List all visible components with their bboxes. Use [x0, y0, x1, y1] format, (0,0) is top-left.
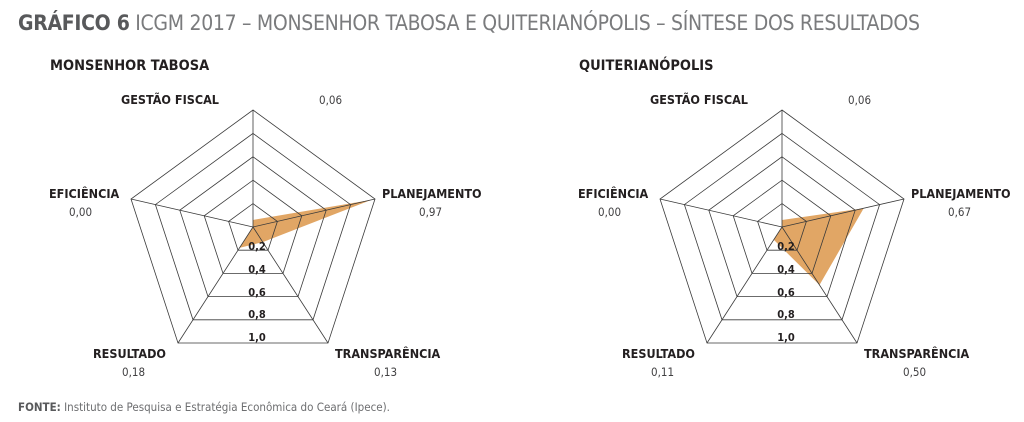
grid-ring — [708, 156, 856, 298]
grid-ring — [757, 203, 807, 251]
value-label: 0,13 — [374, 365, 398, 379]
ring-label: 0,8 — [777, 308, 795, 321]
axis-line — [659, 198, 783, 228]
grid-ring — [732, 179, 832, 274]
chart-title: MONSENHOR TABOSA — [50, 58, 210, 74]
source-note: FONTE: Instituto de Pesquisa e Estratégi… — [18, 400, 390, 414]
value-label: 0,06 — [848, 93, 872, 107]
grid-ring — [154, 132, 352, 321]
grid-ring — [203, 179, 303, 274]
ring-label: 0,4 — [248, 263, 266, 276]
grid-ring — [130, 109, 376, 344]
ring-label: 1,0 — [248, 331, 266, 344]
radar-chart — [130, 109, 376, 344]
ring-label: 0,6 — [248, 286, 266, 299]
figure-number: GRÁFICO 6 — [18, 11, 130, 35]
ring-label: 0,2 — [777, 240, 795, 253]
source-label: FONTE: — [18, 400, 61, 414]
ring-label: 0,4 — [777, 263, 795, 276]
value-label: 0,06 — [319, 93, 343, 107]
axis-label: RESULTADO — [93, 346, 166, 361]
value-label: 0,18 — [122, 365, 146, 379]
axis-line — [781, 226, 858, 344]
axis-line — [252, 226, 329, 344]
axis-label: EFICIÊNCIA — [578, 186, 649, 201]
ring-label: 0,2 — [248, 240, 266, 253]
axis-label: RESULTADO — [622, 346, 695, 361]
value-label: 0,11 — [651, 365, 675, 379]
value-label: 0,50 — [903, 365, 927, 379]
axis-label: TRANSPARÊNCIA — [335, 346, 441, 361]
axis-label: PLANEJAMENTO — [911, 186, 1011, 201]
figure-title-text: ICGM 2017 – MONSENHOR TABOSA E QUITERIAN… — [135, 11, 920, 35]
value-label: 0,97 — [419, 205, 443, 219]
grid-ring — [228, 203, 278, 251]
grid-ring — [683, 132, 881, 321]
ring-label: 0,8 — [248, 308, 266, 321]
axis-line — [130, 198, 254, 228]
axis-line — [252, 198, 376, 228]
chart-title: QUITERIANÓPOLIS — [579, 58, 714, 74]
axis-label: GESTÃO FISCAL — [121, 92, 219, 107]
axis-label: PLANEJAMENTO — [382, 186, 482, 201]
ring-label: 1,0 — [777, 331, 795, 344]
axis-label: TRANSPARÊNCIA — [864, 346, 970, 361]
value-label: 0,67 — [948, 205, 972, 219]
grid-ring — [659, 109, 905, 344]
axis-line — [177, 226, 254, 344]
value-label: 0,00 — [598, 205, 622, 219]
grid-ring — [179, 156, 327, 298]
figure-title: GRÁFICO 6 ICGM 2017 – MONSENHOR TABOSA E… — [18, 11, 920, 35]
ring-label: 0,6 — [777, 286, 795, 299]
axis-label: GESTÃO FISCAL — [650, 92, 748, 107]
axis-line — [706, 226, 783, 344]
axis-label: EFICIÊNCIA — [49, 186, 120, 201]
radar-chart — [659, 109, 905, 344]
source-text: Instituto de Pesquisa e Estratégia Econô… — [64, 400, 390, 414]
axis-line — [781, 198, 905, 228]
data-area — [773, 208, 864, 285]
value-label: 0,00 — [69, 205, 93, 219]
